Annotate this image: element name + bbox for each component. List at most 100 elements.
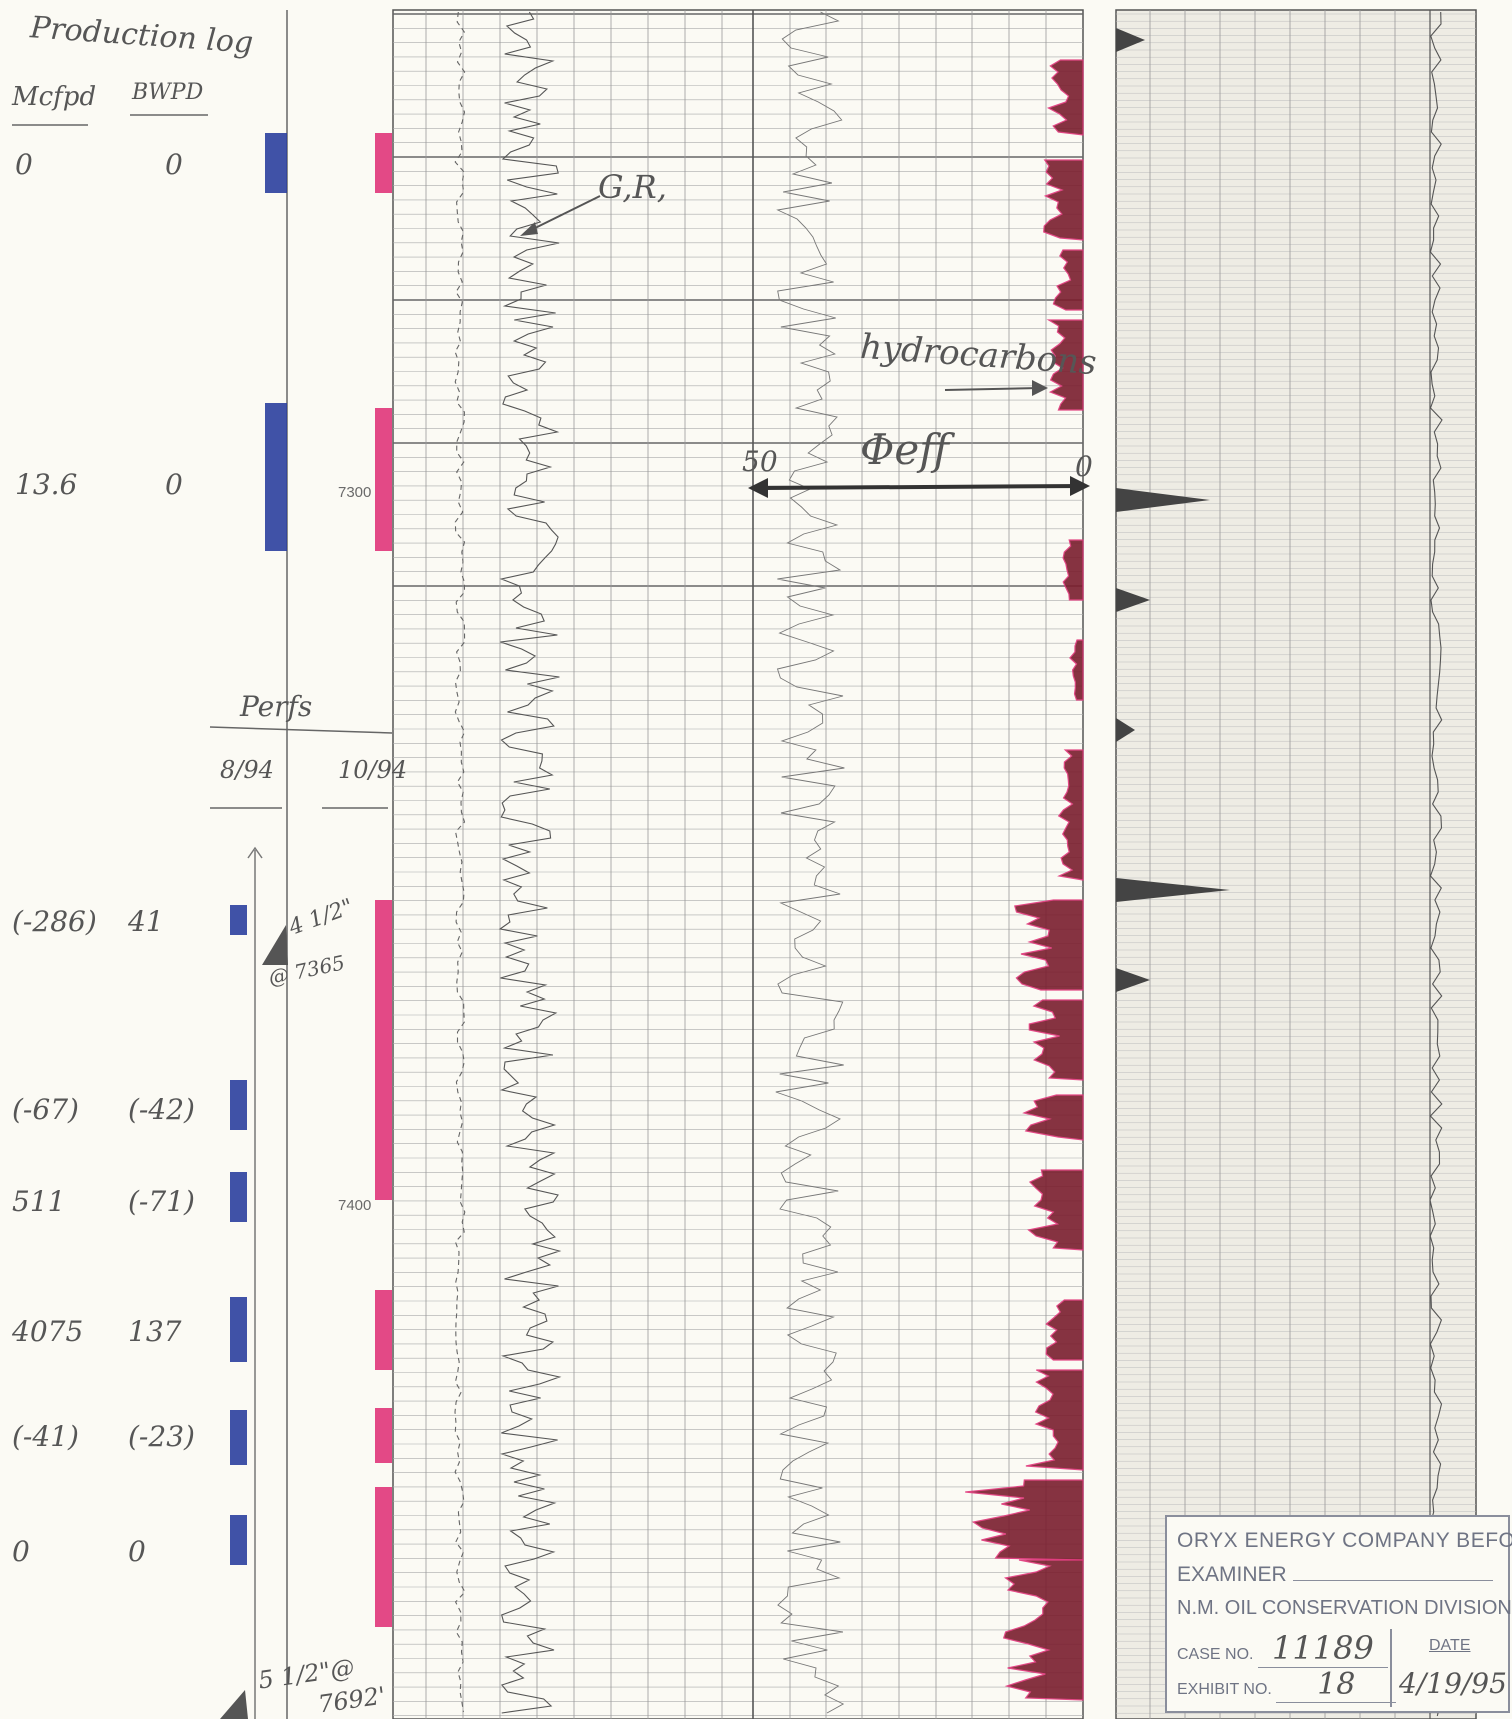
perf-bar-blue-early (230, 1515, 247, 1565)
production-row-mcfpd: (-41) (12, 1420, 79, 1453)
hydrocarbon-fill-area (1045, 1299, 1084, 1361)
phi-eff-left-arrow-icon (748, 478, 768, 498)
perf-bar-magenta (375, 1487, 392, 1627)
stamp-exhibit-label: EXHIBIT NO. (1177, 1681, 1272, 1698)
hydrocarbon-fill (965, 59, 1084, 1701)
tubing-arrow-icon (247, 846, 263, 859)
production-row-mcfpd: 511 (12, 1185, 66, 1218)
right-spike (1116, 28, 1145, 52)
hydrocarbon-fill-area (1052, 249, 1084, 311)
stamp-case-row: CASE NO. 11189 (1177, 1629, 1388, 1668)
perf-bar-blue (265, 133, 287, 193)
gr-arrow-head-icon (520, 222, 538, 236)
production-row-bwpd: (-42) (128, 1093, 195, 1126)
depth-mark-7300: 7300 (338, 484, 372, 501)
perf-bar-blue (265, 403, 287, 551)
depth-mark-7400: 7400 (338, 1197, 372, 1214)
production-row-bwpd: 0 (128, 1535, 146, 1568)
hydrocarbon-fill-area (1028, 999, 1084, 1081)
production-row-mcfpd: 13.6 (15, 468, 78, 501)
perfs-date-2: 10/94 (338, 756, 408, 784)
hydrocarbon-fill-area (1046, 59, 1084, 136)
stamp-date-label: DATE (1429, 1637, 1471, 1654)
gr-annotation: G,R, (598, 168, 667, 206)
hydrocarbon-fill-area (1014, 899, 1084, 991)
scale-right-value: 0 (1075, 450, 1093, 483)
production-row-mcfpd: (-67) (12, 1093, 79, 1126)
perfs-underline (209, 726, 393, 734)
right-spike (1116, 588, 1150, 612)
right-curve (1429, 11, 1443, 1717)
hydrocarbon-fill-area (1022, 1094, 1084, 1141)
hc-arrow-head-icon (1032, 380, 1048, 396)
perf-bar-magenta (375, 900, 392, 1200)
hydrocarbon-fill-area (1057, 749, 1084, 881)
log-curves (454, 11, 1443, 1717)
production-row-bwpd: (-71) (128, 1185, 195, 1218)
hydrocarbon-fill-area (1043, 159, 1084, 241)
perfs-date-1: 8/94 (220, 756, 274, 784)
perf-bar-blue-early (230, 1410, 247, 1465)
hydrocarbon-fill-area (1027, 1169, 1084, 1251)
perfs-label: Perfs (240, 690, 313, 723)
stamp-line-3: N.M. OIL CONSERVATION DIVISION (1177, 1597, 1512, 1619)
perf-bar-blue-early (230, 1172, 247, 1222)
stamp-case-label: CASE NO. (1177, 1646, 1254, 1663)
hydrocarbon-fill-area (1069, 639, 1084, 701)
hc-arrow-line (944, 387, 1041, 391)
perf-bar-magenta (375, 1408, 392, 1463)
stamp-date-value: 4/19/95 (1399, 1667, 1507, 1700)
phi-eff-right-arrow-icon (1070, 476, 1090, 496)
right-spike (1116, 718, 1135, 742)
production-row-bwpd: 0 (165, 468, 183, 501)
hydrocarbon-fill-area (1046, 319, 1084, 411)
hydrocarbon-fill-area (965, 1479, 1084, 1561)
right-spike (1116, 488, 1210, 512)
production-row-bwpd: 41 (128, 905, 164, 938)
production-row-bwpd: (-23) (128, 1420, 195, 1453)
phi-eff-annotation: Φeff (860, 425, 950, 474)
log-grid-main (392, 9, 1084, 1719)
log-grid-right (1115, 9, 1477, 1719)
dashed-curve (454, 11, 466, 1713)
grid-frame (392, 9, 1084, 1719)
porosity-curve (775, 11, 845, 1714)
hydrocarbon-fill-area (1062, 539, 1084, 601)
hydrocarbon-fill-area (1025, 1369, 1084, 1471)
casing-triangle-icon (220, 1690, 248, 1719)
gr-curve (498, 11, 562, 1714)
exhibit-stamp: ORYX ENERGY COMPANY BEFORE EXAMINER N.M.… (1165, 1515, 1512, 1713)
stamp-examiner-label: EXAMINER (1177, 1563, 1287, 1586)
production-row-mcfpd: 4075 (12, 1315, 84, 1348)
stamp-line-1: ORYX ENERGY COMPANY BEFORE (1177, 1529, 1512, 1552)
perf-bar-magenta (375, 1290, 392, 1370)
stamp-line-2: EXAMINER (1177, 1563, 1493, 1587)
scale-left-value: 50 (742, 445, 778, 478)
mcfpd-header: Mcfpd (12, 82, 97, 112)
right-spike (1116, 968, 1150, 992)
stamp-divider (1390, 1629, 1392, 1707)
gr-arrow-line (524, 195, 601, 234)
perf-bar-blue-early (230, 1080, 247, 1130)
perforation-bars (230, 133, 392, 1627)
production-row-bwpd: 137 (128, 1315, 182, 1348)
right-spike (1116, 878, 1230, 902)
right-panel-frame (1115, 9, 1477, 1719)
hydrocarbon-fill-area (1002, 1559, 1084, 1701)
annotation-lines (12, 114, 1090, 1719)
perf-bar-magenta (375, 408, 392, 551)
production-row-mcfpd: 0 (12, 1535, 30, 1568)
perf-bar-blue-early (230, 1297, 247, 1362)
tubing-triangle-icon (262, 925, 288, 965)
production-row-mcfpd: (-286) (12, 905, 97, 938)
production-row-bwpd: 0 (165, 148, 183, 181)
stamp-exhibit-number: 18 (1276, 1667, 1397, 1703)
stamp-examiner-blank (1292, 1580, 1493, 1581)
phi-eff-arrow-line (754, 484, 1086, 490)
perf-bar-blue-early (230, 905, 247, 935)
bwpd-header: BWPD (132, 80, 204, 105)
stamp-case-number: 11189 (1257, 1629, 1388, 1668)
stamp-exhibit-row: EXHIBIT NO. 18 (1177, 1667, 1397, 1703)
perf-bar-magenta (375, 133, 392, 193)
